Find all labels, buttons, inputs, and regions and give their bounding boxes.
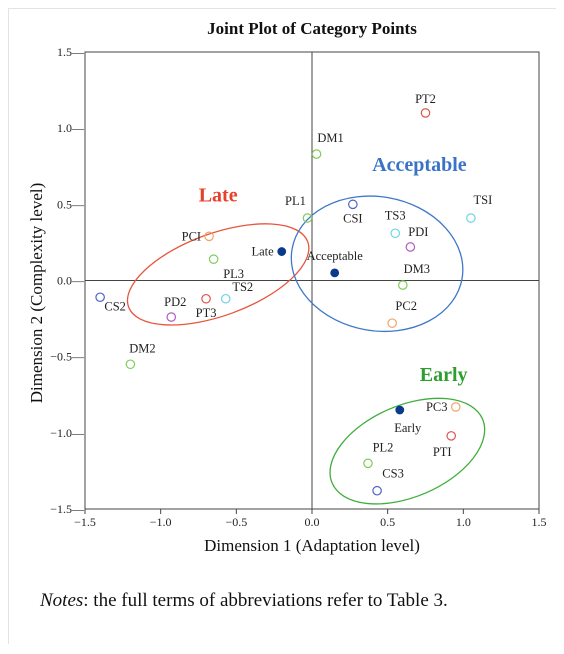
point-label-pl1: PL1 [285, 194, 306, 208]
point-pd2 [166, 312, 177, 322]
point-dm3 [397, 280, 408, 290]
point-label-acceptable: Acceptable [307, 249, 364, 263]
point-label-tsi: TSI [474, 193, 493, 207]
point-cs2 [95, 292, 105, 303]
y-tick-label: −0.5— [50, 350, 85, 364]
point-label-pci: PCI [182, 229, 201, 243]
point-pl1 [302, 213, 313, 223]
group-ellipse [126, 223, 310, 326]
point-label-pti: PTI [433, 445, 452, 459]
point-csi [348, 199, 358, 210]
point-label-pl3: PL3 [223, 267, 244, 281]
group-ellipse [329, 397, 486, 505]
y-tick-label: 1.0— [57, 121, 85, 135]
point-label-pc2: PC2 [395, 299, 417, 313]
point-early [395, 405, 405, 415]
notes-text: : the full terms of abbreviations refer … [83, 590, 448, 611]
point-label-dm3: DM3 [404, 262, 430, 276]
x-tick-label: −0.5 [225, 515, 247, 529]
group-label: Acceptable [372, 154, 467, 176]
point-label-cs3: CS3 [382, 467, 404, 481]
point-label-dm1: DM1 [317, 131, 343, 145]
joint-plot-chart: Joint Plot of Category Points −1.5 −1.0 −0… [27, 19, 547, 555]
y-tick-label: −1.5— [50, 502, 85, 516]
point-pc3 [450, 402, 461, 412]
y-tick-label: 1.5— [57, 45, 85, 59]
y-tick-label: −1.0— [50, 426, 85, 440]
point-pt3 [201, 293, 211, 304]
x-tick-label: −1.0 [150, 515, 172, 529]
point-ts3 [390, 228, 401, 239]
y-tick-label: 0.5— [57, 197, 85, 211]
point-pt2 [420, 108, 431, 118]
point-label-pt2: PT2 [415, 92, 436, 106]
point-label-cs2: CS2 [104, 299, 126, 313]
point-label-ts3: TS3 [385, 208, 406, 222]
point-label-pdi: PDI [408, 225, 428, 239]
point-pci [204, 231, 214, 242]
point-label-pd2: PD2 [164, 295, 186, 309]
point-pl3 [208, 254, 219, 264]
notes-lead: Notes [40, 590, 84, 611]
point-pti [446, 431, 457, 441]
x-tick-label: −1.5 [74, 515, 96, 529]
group-label: Late [199, 184, 238, 206]
reference-lines [85, 52, 539, 509]
point-ts2 [220, 293, 231, 304]
figure-notes: Notes: the full terms of abbreviations r… [40, 590, 448, 612]
x-tick-label: 0.0 [305, 515, 320, 529]
point-label-csi: CSI [343, 211, 362, 225]
point-label-dm2: DM2 [129, 341, 155, 355]
data-points [95, 108, 476, 496]
point-pl2 [363, 458, 373, 469]
group-labels: Late Acceptable Early [199, 154, 468, 386]
point-dm1 [311, 149, 322, 159]
chart-title: Joint Plot of Category Points [207, 19, 417, 38]
x-tick-label: 0.5 [380, 515, 395, 529]
point-pc2 [387, 318, 398, 328]
point-label-pt3: PT3 [196, 306, 217, 320]
point-acceptable [330, 268, 340, 278]
point-label-ts2: TS2 [232, 280, 253, 294]
x-tick-label: 1.5 [532, 515, 547, 529]
point-label-early: Early [394, 421, 422, 435]
point-dm2 [125, 359, 136, 370]
group-ellipses [126, 195, 486, 505]
point-pdi [405, 242, 416, 252]
x-axis-label: Dimension 1 (Adaptation level) [204, 536, 420, 555]
figure-frame [8, 8, 556, 644]
point-label-late: Late [252, 245, 275, 259]
point-label-pl2: PL2 [373, 440, 394, 454]
point-tsi [466, 213, 476, 223]
y-tick-label: 0.0— [57, 274, 85, 288]
point-label-pc3: PC3 [426, 400, 448, 414]
group-label: Early [420, 364, 468, 386]
x-tick-label: 1.0 [456, 515, 471, 529]
y-axis-label: Dimension 2 (Complexity level) [27, 183, 46, 404]
axis-ticks: −1.5 −1.0 −0.5 0.0 0.5 1.0 1.5 −1.5— −1.0— −0.5— 0… [50, 45, 546, 529]
point-cs3 [372, 485, 382, 496]
point-late [277, 247, 287, 256]
group-ellipse [290, 195, 464, 333]
